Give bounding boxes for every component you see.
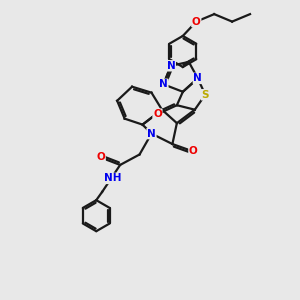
Text: N: N (147, 129, 156, 139)
Text: N: N (159, 79, 168, 89)
Text: O: O (192, 16, 201, 27)
Text: N: N (194, 73, 202, 83)
Text: NH: NH (104, 173, 122, 183)
Text: O: O (153, 109, 162, 119)
Text: S: S (202, 90, 209, 100)
Text: N: N (167, 61, 175, 71)
Text: O: O (96, 152, 105, 163)
Text: O: O (189, 146, 198, 157)
